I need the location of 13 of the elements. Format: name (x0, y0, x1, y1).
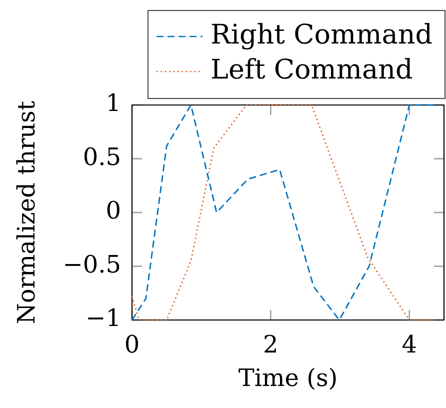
line-series (131, 104, 438, 321)
legend-label: Left Command (210, 54, 413, 86)
y-tick-label: −1 (86, 304, 121, 332)
x-tick-label: 4 (402, 330, 417, 359)
y-tick-label: 0.5 (82, 142, 121, 171)
y-tick-label: −0.5 (62, 250, 121, 278)
x-axis-title: Time (s) (238, 364, 338, 392)
y-axis-title: Normalized thrust (12, 100, 41, 324)
x-tick-label: 0 (124, 330, 140, 359)
y-tick-label: 1 (106, 89, 121, 118)
x-tick-label: 2 (263, 330, 278, 359)
y-tick-label: 0 (106, 196, 121, 225)
legend-label: Right Command (210, 20, 433, 51)
